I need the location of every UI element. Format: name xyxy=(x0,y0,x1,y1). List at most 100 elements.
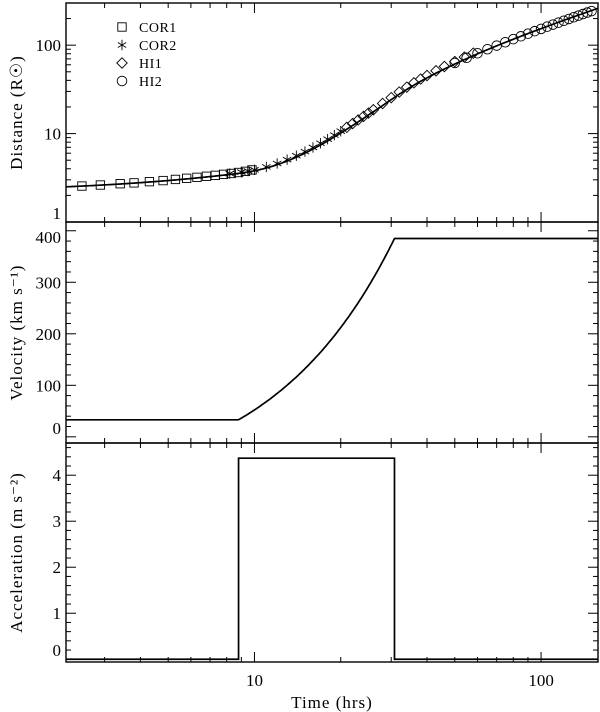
y-tick-label: 100 xyxy=(36,36,62,55)
asterisk-stroke xyxy=(236,169,246,175)
series-cor1 xyxy=(77,165,257,191)
y-tick-label: 3 xyxy=(53,512,62,531)
hi1-point xyxy=(376,97,389,110)
asterisk-stroke xyxy=(117,42,127,48)
legend-label: HI2 xyxy=(139,75,162,90)
hi2-point xyxy=(522,28,534,39)
hi1-point xyxy=(357,110,370,123)
acceleration-panel: 0 1 2 3 4 Acceleration (m s⁻²) 10 100 Time (hrs) xyxy=(7,442,599,712)
legend-label: COR1 xyxy=(139,21,177,36)
y-tick-label: 10 xyxy=(44,125,61,144)
asterisk-stroke xyxy=(300,148,310,155)
y-tick-label: 4 xyxy=(53,466,62,485)
hi1-point xyxy=(393,86,406,98)
cor1-point xyxy=(115,179,125,189)
y-tick-label: 100 xyxy=(36,376,62,395)
cor1-point xyxy=(192,172,202,182)
cor2-point xyxy=(300,146,310,157)
hi2-point xyxy=(449,57,461,69)
hi2-point xyxy=(515,31,527,42)
hi2-point xyxy=(547,19,559,30)
asterisk-stroke xyxy=(272,160,282,167)
legend-label: HI1 xyxy=(139,57,162,72)
asterisk-stroke xyxy=(243,168,253,174)
y-tick-label: 0 xyxy=(53,419,62,438)
legend-square-icon xyxy=(117,22,127,32)
velocity-frame xyxy=(65,221,599,444)
hi1-point xyxy=(367,103,380,116)
hi1-point xyxy=(385,91,398,104)
hi1-point xyxy=(467,47,480,60)
asterisk-stroke xyxy=(261,163,271,170)
cor2-point xyxy=(316,138,325,149)
velocity-line xyxy=(66,237,598,421)
legend-asterisk-icon xyxy=(117,39,127,51)
cor2-point xyxy=(291,150,301,161)
series-hi1 xyxy=(340,47,480,134)
asterisk-stroke xyxy=(225,170,235,177)
hi1-point xyxy=(438,60,451,73)
hi2-point xyxy=(461,52,472,64)
hi2-point xyxy=(558,15,570,26)
x-tick-label: 100 xyxy=(528,671,554,690)
cor2-point xyxy=(225,168,235,179)
hi2-point xyxy=(553,17,564,28)
series-hi2 xyxy=(449,5,597,69)
hi2-point xyxy=(535,23,547,35)
cor1-point xyxy=(129,178,139,188)
distance-y-axis-label: Distance (R☉) xyxy=(7,55,26,170)
cor2-point xyxy=(261,161,271,173)
asterisk-stroke xyxy=(282,156,292,163)
cor2-point xyxy=(272,158,282,169)
asterisk-stroke xyxy=(308,144,318,151)
y-tick-label: 400 xyxy=(36,228,62,247)
hi2-point xyxy=(508,33,519,45)
hi1-point xyxy=(430,64,442,77)
distance-fit-line xyxy=(65,7,599,188)
cor1-point xyxy=(95,180,106,190)
legend-label: COR2 xyxy=(139,39,177,54)
hi1-point xyxy=(421,69,433,82)
series-cor2 xyxy=(225,125,346,179)
cor1-point xyxy=(226,168,236,179)
x-tick-label: 10 xyxy=(246,671,263,690)
cor2-point xyxy=(250,164,259,176)
hi1-point xyxy=(352,114,364,126)
hi2-point xyxy=(582,7,593,18)
y-tick-label: 200 xyxy=(36,325,62,344)
y-tick-label: 2 xyxy=(53,558,62,577)
acceleration-frame xyxy=(65,442,599,663)
asterisk-stroke xyxy=(250,166,259,173)
hi2-point xyxy=(541,21,553,32)
acceleration-y-axis-label: Acceleration (m s⁻²) xyxy=(7,472,26,633)
asterisk-stroke xyxy=(291,152,301,159)
legend-diamond-icon xyxy=(116,57,128,69)
cor2-point xyxy=(243,165,253,177)
hi1-point xyxy=(362,107,375,119)
legend: COR1 COR2 HI1 HI2 xyxy=(116,21,177,90)
hi2-point xyxy=(472,48,483,59)
y-tick-label: 1 xyxy=(53,204,62,223)
velocity-panel: 0 100 200 300 400 Velocity (km s⁻¹) xyxy=(7,221,599,444)
cor1-point xyxy=(170,174,181,185)
hi2-point xyxy=(529,25,540,37)
y-tick-label: 1 xyxy=(53,604,62,623)
acceleration-line xyxy=(66,457,598,661)
hi1-point xyxy=(400,81,413,94)
legend-circle-icon xyxy=(116,75,128,87)
x-axis-label: Time (hrs) xyxy=(291,693,373,712)
cor2-point xyxy=(308,142,318,153)
hi1-point xyxy=(340,121,353,134)
asterisk-stroke xyxy=(316,140,325,147)
y-tick-label: 300 xyxy=(36,273,62,292)
y-tick-label: 0 xyxy=(53,641,62,660)
hi2-point xyxy=(482,43,493,55)
cor1-point xyxy=(77,181,87,191)
cor2-point xyxy=(282,154,292,165)
cor1-point xyxy=(158,175,168,186)
hi2-point xyxy=(568,11,579,23)
velocity-y-axis-label: Velocity (km s⁻¹) xyxy=(7,265,26,401)
cor1-point xyxy=(182,173,192,183)
hi2-point xyxy=(563,13,575,25)
